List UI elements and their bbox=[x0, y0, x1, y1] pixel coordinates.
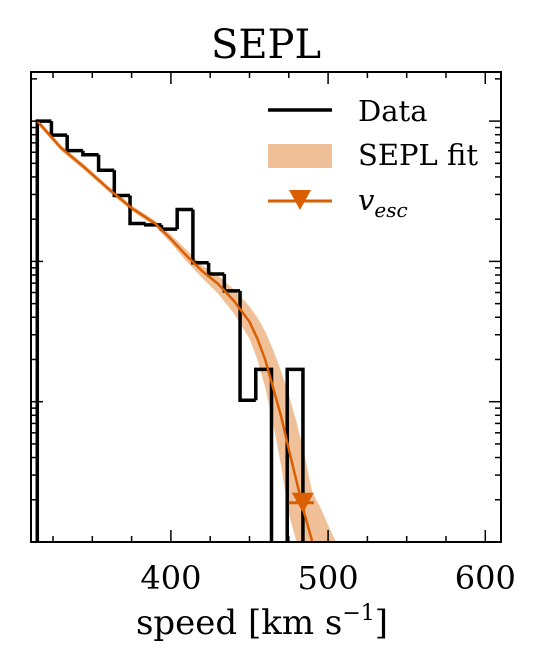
legend-data-label: Data bbox=[358, 94, 427, 128]
chart-title: SEPL bbox=[211, 22, 321, 68]
data-histogram-bin bbox=[35, 119, 52, 542]
data-histogram-bin bbox=[191, 209, 209, 265]
legend-vesc-triangle bbox=[289, 190, 311, 210]
legend-fit-swatch bbox=[268, 144, 332, 168]
x-axis-label-close: ] bbox=[375, 603, 388, 643]
data-histogram-bin bbox=[175, 207, 193, 230]
data-histogram-bin bbox=[206, 262, 225, 276]
plot-frame bbox=[30, 71, 502, 543]
data-histogram-bin bbox=[285, 367, 305, 542]
x-tick-label: 600 bbox=[455, 559, 516, 597]
legend-vesc-swatch bbox=[268, 190, 332, 210]
x-tick-label: 400 bbox=[140, 559, 201, 597]
x-axis-label: speed [km s−1] bbox=[136, 601, 388, 643]
data-histogram-bin bbox=[254, 367, 274, 542]
legend: Data SEPL fit vesc bbox=[268, 94, 478, 222]
data-histogram-bin bbox=[81, 150, 99, 157]
data-histogram-bin bbox=[65, 135, 83, 153]
data-histogram-bin bbox=[96, 154, 115, 172]
data-histogram-bin bbox=[49, 121, 68, 137]
legend-fit-label: SEPL fit bbox=[358, 138, 478, 172]
data-histogram-bin bbox=[112, 170, 131, 198]
data-histogram-bin bbox=[238, 290, 256, 403]
x-axis-label-main: speed [km s bbox=[136, 603, 342, 643]
plot-area bbox=[30, 71, 502, 543]
x-axis-label-exponent: −1 bbox=[342, 601, 374, 626]
legend-vesc-label-main: v bbox=[358, 183, 375, 217]
data-histogram-bin bbox=[159, 224, 178, 231]
fit-line bbox=[36, 120, 314, 542]
legend-vesc-label-sub: esc bbox=[374, 198, 407, 222]
data-histogram-bin bbox=[128, 195, 146, 226]
vesc-marker bbox=[291, 492, 314, 513]
legend-vesc-label: vesc bbox=[358, 183, 408, 222]
x-tick-label: 500 bbox=[298, 559, 359, 597]
